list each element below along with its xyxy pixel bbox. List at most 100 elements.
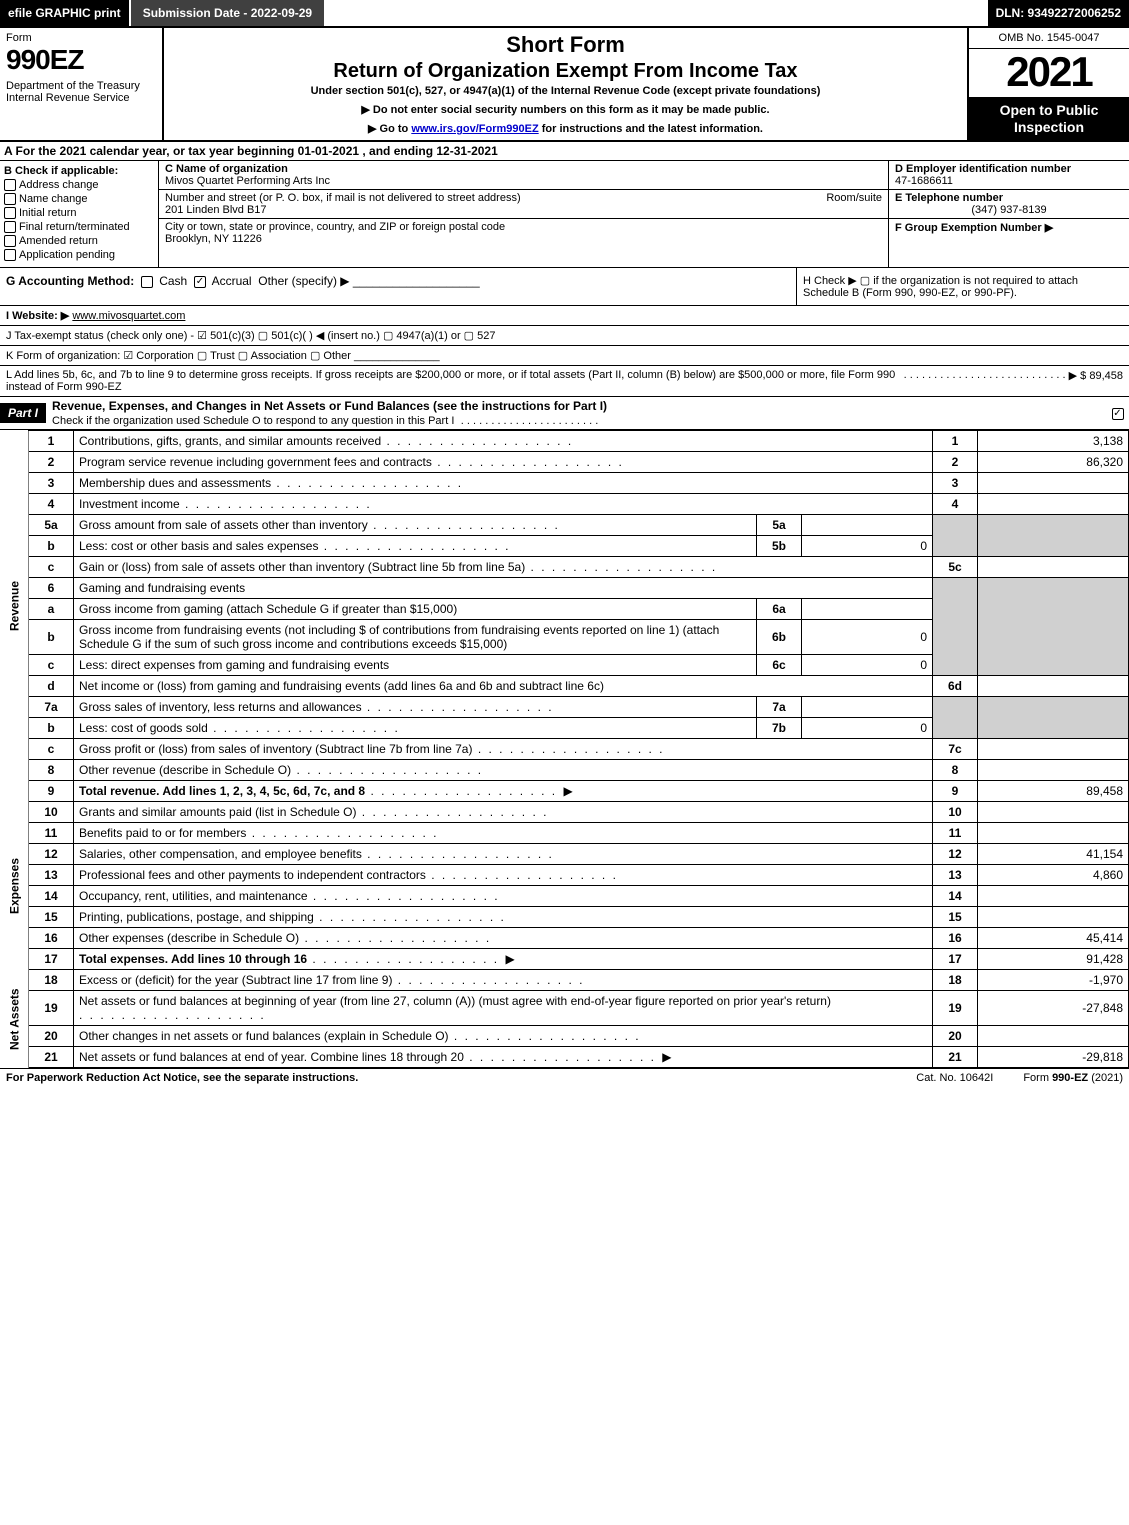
- box-val: [978, 739, 1129, 760]
- tax-exempt-text: J Tax-exempt status (check only one) - ☑…: [6, 330, 495, 342]
- line-desc: Contributions, gifts, grants, and simila…: [74, 431, 933, 452]
- shade-cell: [978, 578, 1129, 676]
- box-val: 89,458: [978, 781, 1129, 802]
- desc-text: Other changes in net assets or fund bala…: [79, 1029, 449, 1043]
- l-amount: ▶ $ 89,458: [1069, 369, 1123, 393]
- line-desc: Excess or (deficit) for the year (Subtra…: [74, 970, 933, 991]
- line-num: c: [29, 655, 74, 676]
- part1-checkbox[interactable]: [1109, 406, 1129, 420]
- ein-value: 47-1686611: [895, 175, 1123, 187]
- desc-text: Net assets or fund balances at beginning…: [79, 994, 831, 1008]
- line-num: 21: [29, 1047, 74, 1068]
- tax-exempt-row: J Tax-exempt status (check only one) - ☑…: [0, 326, 1129, 346]
- desc-text: Professional fees and other payments to …: [79, 868, 426, 882]
- line-num: 20: [29, 1026, 74, 1047]
- box-val: 91,428: [978, 949, 1129, 970]
- arrow-icon: [659, 1050, 674, 1064]
- desc-text: Benefits paid to or for members: [79, 826, 246, 840]
- line-desc: Professional fees and other payments to …: [74, 865, 933, 886]
- line-8: 8 Other revenue (describe in Schedule O)…: [0, 760, 1129, 781]
- ck-application-pending[interactable]: Application pending: [4, 249, 154, 261]
- line-desc: Grants and similar amounts paid (list in…: [74, 802, 933, 823]
- checkbox-icon[interactable]: [194, 276, 206, 288]
- dots: [246, 826, 438, 840]
- box-val: -27,848: [978, 991, 1129, 1026]
- box-num: 13: [933, 865, 978, 886]
- dots: [356, 805, 548, 819]
- part1-lines-table: Revenue 1 Contributions, gifts, grants, …: [0, 430, 1129, 1068]
- submission-date-label: Submission Date - 2022-09-29: [129, 0, 324, 26]
- line-num: b: [29, 536, 74, 557]
- box-num: 17: [933, 949, 978, 970]
- line-num: c: [29, 739, 74, 760]
- line-20: 20 Other changes in net assets or fund b…: [0, 1026, 1129, 1047]
- footer-mid: Cat. No. 10642I: [886, 1072, 1023, 1084]
- line-desc: Less: cost of goods sold: [74, 718, 757, 739]
- gross-receipts-row: L Add lines 5b, 6c, and 7b to line 9 to …: [0, 366, 1129, 397]
- line-num: c: [29, 557, 74, 578]
- arrow-icon: [502, 952, 517, 966]
- website-label: I Website: ▶: [6, 310, 69, 322]
- part1-sub: Check if the organization used Schedule …: [52, 415, 454, 427]
- dots: [299, 931, 491, 945]
- box-val: [978, 676, 1129, 697]
- box-num: 19: [933, 991, 978, 1026]
- dots: [365, 784, 557, 798]
- section-b-label: B Check if applicable:: [4, 165, 154, 177]
- dots: [307, 952, 499, 966]
- dots: [392, 973, 584, 987]
- line-17: 17 Total expenses. Add lines 10 through …: [0, 949, 1129, 970]
- tel-cell: E Telephone number (347) 937-8139: [889, 190, 1129, 219]
- box-val: [978, 907, 1129, 928]
- street-value: 201 Linden Blvd B17: [165, 204, 806, 216]
- ck-label-text: Application pending: [19, 249, 115, 261]
- accrual-label: Accrual: [212, 274, 252, 288]
- g-label: G Accounting Method:: [6, 274, 134, 288]
- website-value[interactable]: www.mivosquartet.com: [72, 310, 185, 322]
- dots: [464, 1050, 656, 1064]
- mini-num: 6b: [757, 620, 802, 655]
- accounting-method: G Accounting Method: Cash Accrual Other …: [0, 268, 796, 305]
- desc-text: Less: cost of goods sold: [79, 721, 208, 735]
- org-name-value: Mivos Quartet Performing Arts Inc: [165, 175, 330, 187]
- ck-address-change[interactable]: Address change: [4, 179, 154, 191]
- box-num: 8: [933, 760, 978, 781]
- box-val: 4,860: [978, 865, 1129, 886]
- line-15: 15 Printing, publications, postage, and …: [0, 907, 1129, 928]
- desc-text: Excess or (deficit) for the year (Subtra…: [79, 973, 392, 987]
- dots: [449, 1029, 641, 1043]
- line-num: 2: [29, 452, 74, 473]
- dept-label: Department of the Treasury Internal Reve…: [6, 80, 156, 104]
- line-desc: Other changes in net assets or fund bala…: [74, 1026, 933, 1047]
- line-desc: Less: cost or other basis and sales expe…: [74, 536, 757, 557]
- city-row: City or town, state or province, country…: [159, 219, 888, 247]
- ck-name-change[interactable]: Name change: [4, 193, 154, 205]
- section-c: C Name of organization Mivos Quartet Per…: [159, 161, 888, 268]
- dots: [291, 763, 483, 777]
- line-num: 15: [29, 907, 74, 928]
- checkbox-icon[interactable]: [141, 276, 153, 288]
- desc-text: Salaries, other compensation, and employ…: [79, 847, 362, 861]
- mini-val: 0: [802, 620, 933, 655]
- checkbox-icon: [4, 249, 16, 261]
- group-exemption-cell: F Group Exemption Number ▶: [889, 219, 1129, 236]
- line-num: 8: [29, 760, 74, 781]
- dots: [208, 721, 400, 735]
- desc-text: Gross amount from sale of assets other t…: [79, 518, 368, 532]
- mini-val: [802, 697, 933, 718]
- efile-print-label[interactable]: efile GRAPHIC print: [0, 0, 129, 26]
- short-form-title: Short Form: [174, 32, 957, 58]
- line-desc: Investment income: [74, 494, 933, 515]
- part1-title-text: Revenue, Expenses, and Changes in Net As…: [52, 399, 607, 413]
- ck-initial-return[interactable]: Initial return: [4, 207, 154, 219]
- irs-link[interactable]: www.irs.gov/Form990EZ: [411, 123, 538, 135]
- checkbox-icon: [4, 235, 16, 247]
- box-val: -1,970: [978, 970, 1129, 991]
- line-9: 9 Total revenue. Add lines 1, 2, 3, 4, 5…: [0, 781, 1129, 802]
- line-5c: c Gain or (loss) from sale of assets oth…: [0, 557, 1129, 578]
- topbar-spacer: [324, 0, 987, 26]
- tel-label: E Telephone number: [895, 192, 1123, 204]
- instruct-goto-pre: ▶ Go to: [368, 123, 411, 135]
- ck-amended-return[interactable]: Amended return: [4, 235, 154, 247]
- ck-final-return[interactable]: Final return/terminated: [4, 221, 154, 233]
